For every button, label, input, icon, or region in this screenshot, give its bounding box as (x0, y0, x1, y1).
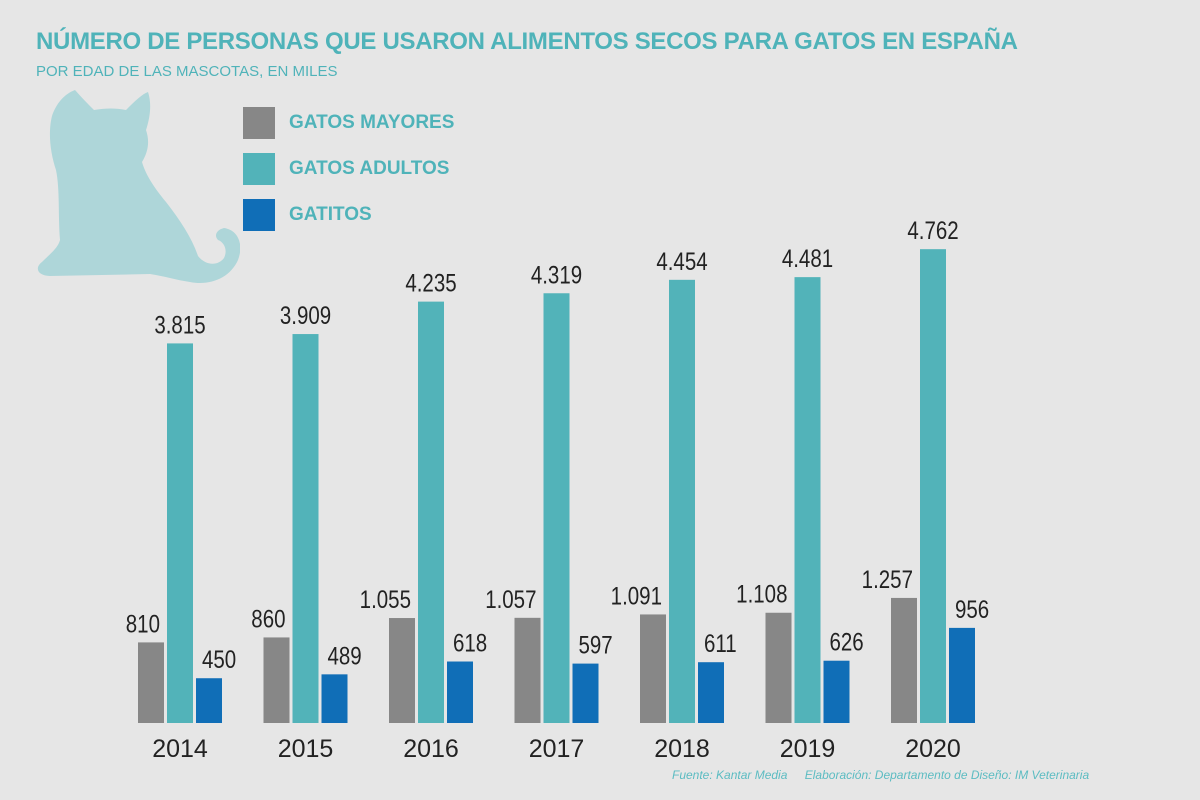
bar-group-2018: 1.091 4.454 611 2018 (611, 247, 737, 763)
data-label-gatos-adultos-2017: 4.319 (531, 260, 582, 288)
data-label-gatos-mayores-2015: 860 (251, 604, 285, 632)
x-tick-label-2020: 2020 (905, 735, 961, 763)
data-label-gatos-mayores-2017: 1.057 (485, 585, 536, 613)
chart-title: NÚMERO DE PERSONAS QUE USARON ALIMENTOS … (36, 28, 1018, 55)
source-fuente: Fuente: Kantar Media (672, 768, 788, 782)
bar-gatos-mayores-2015 (263, 637, 290, 723)
legend-label: GATOS MAYORES (289, 112, 455, 133)
data-label-gatos-adultos-2016: 4.235 (405, 269, 456, 297)
bar-group-2015: 860 3.909 489 2015 (251, 301, 361, 763)
data-label-gatos-adultos-2019: 4.481 (782, 244, 833, 272)
data-label-gatitos-2020: 956 (955, 595, 989, 623)
data-label-gatitos-2018: 611 (704, 629, 737, 657)
source-elaboracion: Elaboración: Departamento de Diseño: IM … (804, 768, 1090, 782)
bar-gatos-mayores-2017 (514, 617, 541, 723)
bar-gatos-mayores-2019 (765, 612, 792, 723)
bar-gatitos-2017 (572, 663, 599, 723)
bar-gatos-mayores-2016 (389, 618, 415, 723)
bar-group-2014: 810 3.815 450 2014 (126, 310, 236, 763)
data-label-gatitos-2015: 489 (328, 641, 362, 669)
bar-gatitos-2015 (321, 674, 348, 723)
data-label-gatitos-2019: 626 (830, 628, 864, 656)
bar-gatos-mayores-2014 (138, 642, 164, 723)
x-tick-label-2014: 2014 (152, 735, 208, 763)
bar-gatos-adultos-2020 (920, 249, 946, 723)
x-tick-label-2018: 2018 (654, 735, 710, 763)
bar-gatitos-2018 (698, 662, 724, 723)
bar-gatitos-2016 (447, 661, 473, 723)
legend-swatch-gatos-mayores (243, 107, 275, 139)
legend-item-gatitos: GATITOS (243, 192, 454, 238)
data-label-gatos-mayores-2018: 1.091 (611, 581, 662, 609)
source-note: Fuente: Kantar Media Elaboración: Depart… (672, 768, 1089, 782)
data-label-gatos-adultos-2014: 3.815 (154, 310, 205, 338)
bar-group-2020: 1.257 4.762 956 2020 (862, 216, 990, 763)
data-label-gatitos-2014: 450 (202, 645, 236, 673)
chart-subtitle: POR EDAD DE LAS MASCOTAS, EN MILES (36, 63, 338, 80)
data-label-gatos-adultos-2020: 4.762 (907, 216, 958, 244)
data-label-gatos-mayores-2020: 1.257 (862, 565, 913, 593)
bar-group-2017: 1.057 4.319 597 2017 (485, 260, 613, 763)
legend-swatch-gatos-adultos (243, 153, 275, 185)
bar-gatos-adultos-2016 (418, 301, 444, 723)
data-label-gatos-mayores-2019: 1.108 (736, 580, 787, 608)
bar-gatos-mayores-2020 (891, 597, 917, 723)
bar-gatitos-2014 (196, 678, 222, 723)
cat-silhouette-icon (37, 90, 240, 283)
data-label-gatitos-2017: 597 (579, 631, 613, 659)
bar-gatitos-2020 (949, 627, 975, 723)
data-label-gatos-mayores-2014: 810 (126, 609, 160, 637)
chart-legend: GATOS MAYORES GATOS ADULTOS GATITOS (243, 100, 454, 238)
legend-label: GATITOS (289, 204, 372, 225)
legend-swatch-gatitos (243, 199, 275, 231)
bar-gatos-adultos-2014 (167, 343, 193, 723)
x-tick-label-2016: 2016 (403, 735, 459, 763)
legend-item-gatos-mayores: GATOS MAYORES (243, 100, 454, 146)
x-tick-label-2019: 2019 (780, 735, 836, 763)
data-label-gatos-adultos-2018: 4.454 (656, 247, 708, 275)
bar-gatos-adultos-2015 (292, 334, 319, 723)
data-label-gatos-mayores-2016: 1.055 (360, 585, 411, 613)
bar-gatos-mayores-2018 (640, 614, 666, 723)
legend-item-gatos-adultos: GATOS ADULTOS (243, 146, 454, 192)
bar-gatitos-2019 (823, 660, 850, 723)
x-tick-label-2017: 2017 (529, 735, 585, 763)
bar-group-2019: 1.108 4.481 626 2019 (736, 244, 864, 763)
x-tick-label-2015: 2015 (278, 735, 334, 763)
data-label-gatos-adultos-2015: 3.909 (280, 301, 331, 329)
legend-label: GATOS ADULTOS (289, 158, 450, 179)
bar-gatos-adultos-2017 (543, 293, 570, 723)
data-label-gatitos-2016: 618 (453, 629, 487, 657)
bar-gatos-adultos-2018 (669, 279, 695, 723)
bar-group-2016: 1.055 4.235 618 2016 (360, 269, 488, 763)
bar-gatos-adultos-2019 (794, 277, 821, 723)
